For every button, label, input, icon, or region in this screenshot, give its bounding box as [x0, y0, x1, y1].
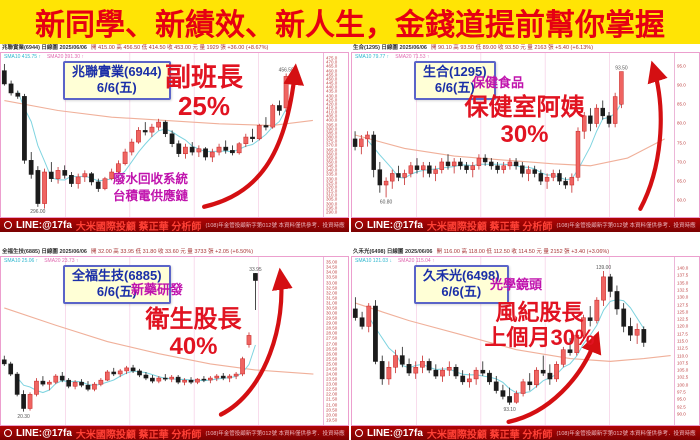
ma-legend: SMA10 121.03 ↓ SMA20 115.04 ↑: [355, 258, 435, 264]
stock-name: 兆聯實業(6944): [72, 64, 162, 79]
chart-header-values: 開 116.00 高 118.00 低 112.50 收 114.50 元 量 …: [436, 249, 610, 255]
note-line1: 廢水回收系統: [113, 172, 189, 186]
headline-line1: 風紀股長: [495, 300, 584, 325]
headline-line2: 30%: [500, 120, 549, 148]
footer-bar: LINE:@17fa 大米國際投顧 蔡正華 分析師 (108)年金管投顧新字第0…: [0, 426, 349, 440]
chart-header: 兆聯實業(6944) 日線圖 2025/06/06 開 415.00 高 456.…: [0, 44, 349, 52]
line-id: LINE:@17fa: [16, 427, 72, 439]
headline: 風紀股長 上個月30%: [427, 300, 652, 350]
chart-header-values: 開 32.00 高 33.95 低 31.80 收 33.60 元 量 3733…: [90, 249, 254, 255]
ma-long-label: SMA20 391.30 ↑: [46, 54, 84, 60]
ma-legend: SMA10 415.75 ↑ SMA20 391.30 ↑: [4, 54, 84, 60]
line-icon: [4, 429, 12, 437]
ma-long-label: SMA20 23.73 ↑: [44, 258, 79, 264]
chart-frame: SMA10 79.77 ↑ SMA20 71.53 ↑ 93.50 60.80 95…: [351, 52, 700, 218]
chart-header: 久禾光(6498) 日線圖 2025/06/06 開 116.00 高 118.0…: [351, 248, 700, 256]
footer-bar: LINE:@17fa 大米國際投顧 蔡正華 分析師 (108)年金管投顧新字第0…: [0, 218, 349, 232]
stock-label-box: 全福生技(6885) 6/6(五): [63, 265, 171, 304]
chart-header: 全福生技(6885) 日線圖 2025/06/06 開 32.00 高 33.95…: [0, 248, 349, 256]
line-icon: [355, 429, 363, 437]
ma-short-label: SMA10 79.77 ↑: [355, 54, 390, 60]
stock-name: 全福生技(6885): [72, 268, 162, 283]
disclaimer: (108)年金管投顧新字第012號 本資料僅供參考．投資時應謹慎評估．: [556, 223, 696, 229]
headline: 衛生股長 40%: [91, 306, 296, 361]
stock-date: 6/6(五): [96, 284, 137, 300]
stock-date: 6/6(五): [441, 284, 482, 300]
chart-header-name: 生合(1295) 日線圖 2025/06/06: [353, 45, 427, 51]
chart-header-values: 開 90.10 高 93.50 低 89.00 收 93.50 元 量 2163…: [430, 45, 594, 51]
line-icon: [4, 221, 12, 229]
svg-text:296.00: 296.00: [30, 209, 45, 215]
ma-long-label: SMA20 71.53 ↑: [395, 54, 430, 60]
stock-label-box: 生合(1295) 6/6(五): [414, 61, 496, 100]
headline-line2: 40%: [169, 332, 218, 360]
theme-label: 新藥研發: [131, 282, 184, 297]
svg-text:20.30: 20.30: [17, 414, 30, 420]
ma-short-label: SMA10 121.03 ↓: [355, 258, 392, 264]
chart-header-name: 久禾光(6498) 日線圖 2025/06/06: [353, 249, 433, 255]
headline-line1: 衛生股長: [145, 306, 242, 333]
line-id: LINE:@17fa: [367, 427, 423, 439]
chart-header: 生合(1295) 日線圖 2025/06/06 開 90.10 高 93.50 低…: [351, 44, 700, 52]
stock-label-box: 兆聯實業(6944) 6/6(五): [63, 61, 171, 100]
firm-name: 大米國際投顧 蔡正華 分析師: [75, 429, 202, 440]
line-id: LINE:@17fa: [367, 219, 423, 231]
firm-name: 大米國際投顧 蔡正華 分析師: [426, 221, 553, 233]
headline-line2: 上個月30%: [484, 324, 595, 350]
headline-line1: 副班長: [164, 62, 243, 92]
quadrant-top-left: 兆聯實業(6944) 日線圖 2025/06/06 開 415.00 高 456.…: [0, 44, 349, 232]
footer-bar: LINE:@17fa 大米國際投顧 蔡正華 分析師 (108)年金管投顧新字第0…: [351, 426, 700, 440]
ma-short-label: SMA10 25.06 ↑: [4, 258, 39, 264]
chart-frame: SMA10 25.06 ↑ SMA20 23.73 ↑ 33.95 20.30 35…: [0, 256, 349, 426]
price-axis: 95.0 90.0 85.0 80.0 75.0 70.0 65.0 60.0: [674, 53, 699, 217]
price-axis: 475.0 470.0 465.0 460.0 455.0 450.0 445.0 440.0…: [323, 53, 348, 217]
stock-name: 生合(1295): [423, 64, 487, 79]
stock-date: 6/6(五): [96, 80, 137, 96]
svg-text:93.10: 93.10: [503, 407, 516, 413]
disclaimer: (108)年金管投顧新字第012號 本資料僅供參考．投資時應謹慎評估．: [205, 431, 345, 437]
theme-label: 保健食品: [472, 75, 525, 90]
line-icon: [355, 221, 363, 229]
svg-text:139.00: 139.00: [596, 265, 611, 271]
disclaimer: (108)年金管投顧新字第012號 本資料僅供參考．投資時應謹慎評估．: [556, 431, 696, 437]
firm-name: 大米國際投顧 蔡正華 分析師: [426, 429, 553, 440]
theme-notes: 廢水回收系統 台積電供應鏈: [113, 171, 188, 205]
chart-header-values: 開 415.00 高 456.50 低 414.50 收 453.00 元 量 …: [90, 45, 269, 51]
ma-short-label: SMA10 415.75 ↑: [4, 54, 41, 60]
quadrant-bottom-left: 全福生技(6885) 日線圖 2025/06/06 開 32.00 高 33.95…: [0, 248, 349, 440]
svg-text:33.95: 33.95: [249, 267, 262, 273]
ma-legend: SMA10 25.06 ↑ SMA20 23.73 ↑: [4, 258, 78, 264]
headline-line2: 25%: [177, 91, 231, 122]
footer-bar: LINE:@17fa 大米國際投顧 蔡正華 分析師 (108)年金管投顧新字第0…: [351, 218, 700, 232]
headline-line1: 保健室阿姨: [464, 94, 585, 121]
price-axis: 140.0 137.5 135.0 132.5 130.0 127.5 125.0 122.5…: [674, 257, 699, 425]
chart-frame: SMA10 121.03 ↓ SMA20 115.04 ↑ 139.00 93.10…: [351, 256, 700, 426]
ma-legend: SMA10 79.77 ↑ SMA20 71.53 ↑: [355, 54, 429, 60]
svg-text:60.80: 60.80: [380, 199, 393, 205]
firm-name: 大米國際投顧 蔡正華 分析師: [75, 221, 202, 233]
headline: 保健室阿姨 30%: [407, 94, 642, 149]
banner-title: 新同學、新績效、新人生，金錢道提前幫你掌握: [35, 9, 665, 42]
quadrant-bottom-right: 久禾光(6498) 日線圖 2025/06/06 開 116.00 高 118.0…: [351, 248, 700, 440]
theme-label: 光學鏡頭: [490, 277, 543, 292]
chart-header-name: 兆聯實業(6944) 日線圖 2025/06/06: [2, 45, 87, 51]
ma-long-label: SMA20 115.04 ↑: [397, 258, 435, 264]
stock-date: 6/6(五): [434, 80, 475, 96]
quadrant-top-right: 生合(1295) 日線圖 2025/06/06 開 90.10 高 93.50 低…: [351, 44, 700, 232]
disclaimer: (108)年金管投顧新字第012號 本資料僅供參考．投資時應謹慎評估．: [205, 223, 345, 229]
svg-text:93.50: 93.50: [615, 65, 628, 71]
note-line2: 台積電供應鏈: [113, 188, 189, 203]
stock-name: 久禾光(6498): [423, 268, 500, 283]
chart-header-name: 全福生技(6885) 日線圖 2025/06/06: [2, 249, 87, 255]
price-axis: 35.00 34.50 34.00 33.50 33.00 32.50 32.00 31.50…: [323, 257, 348, 425]
stock-label-box: 久禾光(6498) 6/6(五): [414, 265, 509, 304]
headline: 副班長 25%: [119, 62, 289, 122]
chart-frame: SMA10 415.75 ↑ SMA20 391.30 ↑ 456.50 296.0…: [0, 52, 349, 218]
promo-banner: 新同學、新績效、新人生，金錢道提前幫你掌握: [0, 0, 700, 44]
line-id: LINE:@17fa: [16, 219, 72, 231]
candlestick-chart: 93.50 60.80: [352, 53, 665, 217]
